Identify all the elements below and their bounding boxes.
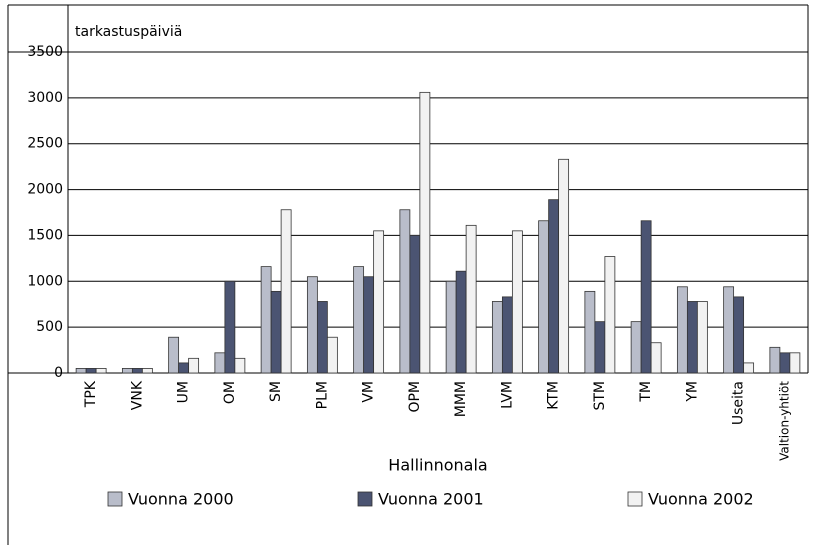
bar (630, 321, 642, 374)
legend-label: Vuonna 2000 (128, 490, 234, 509)
bar (141, 368, 153, 374)
bar (214, 352, 226, 374)
bar (363, 276, 375, 374)
bar (558, 158, 570, 374)
bar (168, 336, 180, 374)
x-tick-label: TM (638, 381, 654, 403)
bar (723, 286, 735, 374)
x-tick-label: VNK (129, 380, 145, 410)
bar (594, 321, 606, 374)
legend-swatch (627, 491, 643, 507)
bar (769, 346, 781, 374)
bar (280, 209, 292, 374)
y-tick-label: 2500 (27, 136, 63, 152)
bar (696, 301, 708, 374)
y-tick-label: 2000 (27, 182, 63, 198)
bar (789, 352, 801, 374)
bar (538, 220, 550, 374)
y-axis-label: tarkastuspäiviä (75, 24, 182, 40)
bar (121, 368, 133, 374)
bar (445, 280, 457, 374)
bar (353, 266, 365, 374)
legend-label: Vuonna 2002 (648, 490, 754, 509)
x-tick-label: KTM (546, 381, 562, 410)
bar (85, 368, 97, 374)
bar (584, 290, 596, 374)
bar (306, 276, 318, 374)
bar (743, 362, 755, 374)
bar (604, 256, 616, 374)
legend-label: Vuonna 2001 (378, 490, 484, 509)
x-tick-label: STM (592, 381, 608, 411)
bar (131, 368, 143, 374)
legend-swatch (357, 491, 373, 507)
bar (399, 209, 411, 374)
y-tick-label: 1000 (27, 273, 63, 289)
x-tick-label: SM (268, 381, 284, 402)
y-tick-label: 1500 (27, 227, 63, 243)
x-tick-label: Valtion-yhtiöt (777, 381, 791, 461)
y-tick-label: 3500 (27, 44, 63, 60)
bar (779, 352, 791, 374)
x-tick-label: OM (222, 381, 238, 404)
x-tick-label: YM (684, 381, 700, 403)
bar (419, 91, 431, 374)
x-tick-label: OPM (407, 381, 423, 413)
bar (75, 368, 87, 374)
bar (640, 220, 652, 374)
bar (650, 342, 662, 374)
bar (95, 368, 107, 374)
x-axis-label: Hallinnonala (388, 456, 487, 475)
x-tick-label: TPK (83, 380, 99, 408)
y-tick-label: 500 (36, 319, 63, 335)
legend-swatch (107, 491, 123, 507)
bar (511, 230, 523, 374)
bar (686, 301, 698, 374)
x-tick-label: MMM (453, 381, 469, 417)
bar (373, 230, 385, 374)
bar (326, 336, 338, 374)
bar (409, 235, 421, 374)
bar (491, 301, 503, 374)
bar (501, 296, 513, 374)
bar (455, 270, 467, 374)
x-tick-label: PLM (314, 381, 330, 409)
bar (316, 301, 328, 374)
x-tick-label: LVM (499, 381, 515, 409)
x-tick-label: Useita (731, 381, 747, 425)
bar (260, 266, 272, 374)
bar (188, 357, 200, 374)
bar (178, 362, 190, 374)
bar (234, 357, 246, 374)
bar (465, 224, 477, 374)
bar (270, 290, 282, 374)
bar (733, 296, 745, 374)
bar (676, 286, 688, 374)
x-tick-label: UM (176, 381, 192, 403)
bar (224, 280, 236, 374)
x-tick-label: VM (361, 381, 377, 403)
bar (548, 199, 560, 374)
y-tick-label: 3000 (27, 90, 63, 106)
